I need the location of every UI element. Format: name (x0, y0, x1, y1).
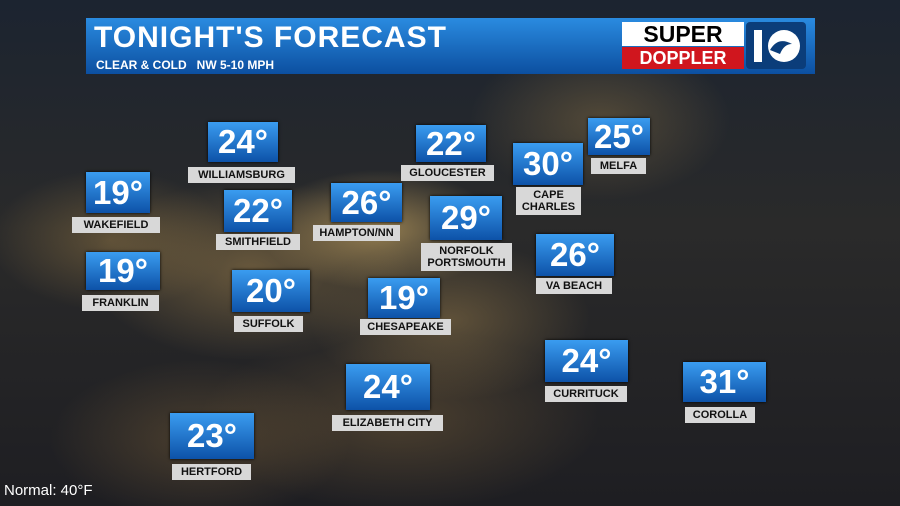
location-label: HERTFORD (172, 464, 251, 480)
location-label: WILLIAMSBURG (188, 167, 295, 183)
temperature: 20° (232, 270, 310, 312)
location-name: VA BEACH (545, 280, 603, 292)
location-name: PORTSMOUTH (427, 257, 506, 269)
location-name: SUFFOLK (242, 318, 295, 330)
location-name: CURRITUCK (553, 388, 619, 400)
location-name: ELIZABETH CITY (342, 417, 433, 429)
temperature: 29° (430, 196, 502, 240)
location-label: NORFOLK PORTSMOUTH (421, 243, 512, 271)
temperature: 24° (208, 122, 278, 162)
temperature: 19° (86, 252, 160, 290)
temperature: 23° (170, 413, 254, 459)
temperature: 22° (416, 125, 486, 162)
location-label: GLOUCESTER (401, 165, 494, 181)
location-name: GLOUCESTER (409, 167, 486, 179)
location-name: NORFOLK (439, 245, 494, 257)
location-label: WAKEFIELD (72, 217, 160, 233)
header-bar: TONIGHT'S FORECAST CLEAR & COLD NW 5-10 … (86, 18, 815, 74)
location-name: HAMPTON/NN (319, 227, 394, 239)
location-label: SUFFOLK (234, 316, 303, 332)
location-name: HERTFORD (180, 466, 243, 478)
location-name: COROLLA (692, 409, 748, 421)
temperature: 22° (224, 190, 292, 232)
location-label: MELFA (591, 158, 646, 174)
location-label: COROLLA (685, 407, 755, 423)
location-label: CHESAPEAKE (360, 319, 451, 335)
location-name: CAPE (533, 189, 564, 201)
logo: SUPER DOPPLER (622, 22, 812, 70)
logo-bottom: DOPPLER (622, 47, 744, 69)
location-label: SMITHFIELD (216, 234, 300, 250)
title: TONIGHT'S FORECAST (94, 21, 447, 54)
subtitle: CLEAR & COLD NW 5-10 MPH (96, 58, 275, 72)
location-name: WILLIAMSBURG (198, 169, 285, 181)
temperature: 26° (536, 234, 614, 276)
location-label: CAPE CHARLES (516, 187, 581, 215)
normal-temp: Normal: 40°F (4, 482, 93, 499)
location-label: VA BEACH (536, 278, 612, 294)
logo-mark (746, 22, 806, 69)
temperature: 30° (513, 143, 583, 185)
temperature: 24° (545, 340, 628, 382)
location-name: WAKEFIELD (83, 219, 149, 231)
logo-top: SUPER (622, 22, 744, 46)
location-name: FRANKLIN (92, 297, 149, 309)
location-name: CHARLES (521, 201, 576, 213)
temperature: 31° (683, 362, 766, 402)
temperature: 19° (368, 278, 440, 318)
location-label: ELIZABETH CITY (332, 415, 443, 431)
location-label: HAMPTON/NN (313, 225, 400, 241)
location-name: CHESAPEAKE (367, 321, 444, 333)
temperature: 26° (331, 183, 402, 222)
location-name: MELFA (599, 160, 638, 172)
temperature: 25° (588, 118, 650, 155)
location-label: CURRITUCK (545, 386, 627, 402)
temperature: 19° (86, 172, 150, 213)
location-label: FRANKLIN (82, 295, 159, 311)
temperature: 24° (346, 364, 430, 410)
location-name: SMITHFIELD (225, 236, 291, 248)
